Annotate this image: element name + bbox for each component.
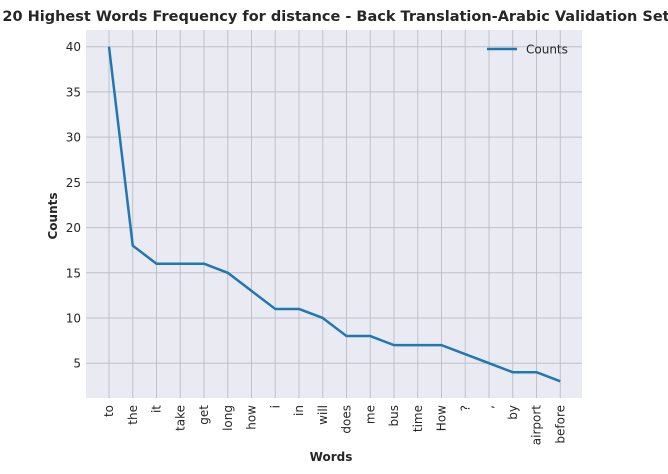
plot-area	[86, 30, 582, 398]
x-tick-label: in	[292, 405, 306, 416]
y-tick-label: 10	[66, 311, 81, 325]
y-tick-label: 40	[66, 40, 81, 54]
y-tick-label: 25	[66, 176, 81, 190]
series-line-counts	[107, 46, 561, 383]
x-tick-label: me	[363, 405, 377, 424]
series-layer	[107, 46, 561, 383]
y-axis-ticks: 5 10 15 20 25 30 35 40	[66, 40, 81, 370]
y-tick-label: 5	[73, 357, 81, 371]
x-tick-label: before	[553, 405, 567, 444]
x-tick-label: ?	[458, 405, 472, 411]
x-tick-label: get	[197, 405, 211, 425]
x-tick-label: ,	[482, 405, 496, 409]
x-tick-label: to	[102, 405, 116, 417]
legend: Counts	[487, 43, 568, 57]
y-tick-label: 15	[66, 266, 81, 280]
x-tick-label: does	[340, 405, 354, 434]
legend-label-counts: Counts	[526, 43, 568, 57]
x-tick-label: How	[435, 405, 449, 431]
x-axis-label: Words	[310, 450, 353, 464]
x-tick-label: time	[411, 405, 425, 432]
x-tick-label: long	[221, 405, 235, 431]
x-tick-label: the	[126, 405, 140, 425]
x-tick-label: bus	[387, 405, 401, 426]
chart-title: 20 Highest Words Frequency for distance …	[2, 9, 668, 25]
x-tick-label: it	[150, 405, 164, 413]
y-axis-label: Counts	[46, 192, 60, 239]
y-tick-label: 35	[66, 85, 81, 99]
x-tick-label: i	[268, 405, 282, 408]
y-tick-label: 20	[66, 221, 81, 235]
y-tick-label: 30	[66, 131, 81, 145]
grid-lines	[86, 30, 582, 398]
x-tick-label: will	[316, 405, 330, 425]
x-axis-ticks: to the it take get long how i in will does me bus tim…	[102, 405, 567, 446]
x-tick-label: by	[506, 405, 520, 420]
x-tick-label: airport	[530, 405, 544, 446]
x-tick-label: how	[245, 405, 259, 430]
x-tick-label: take	[173, 405, 187, 431]
